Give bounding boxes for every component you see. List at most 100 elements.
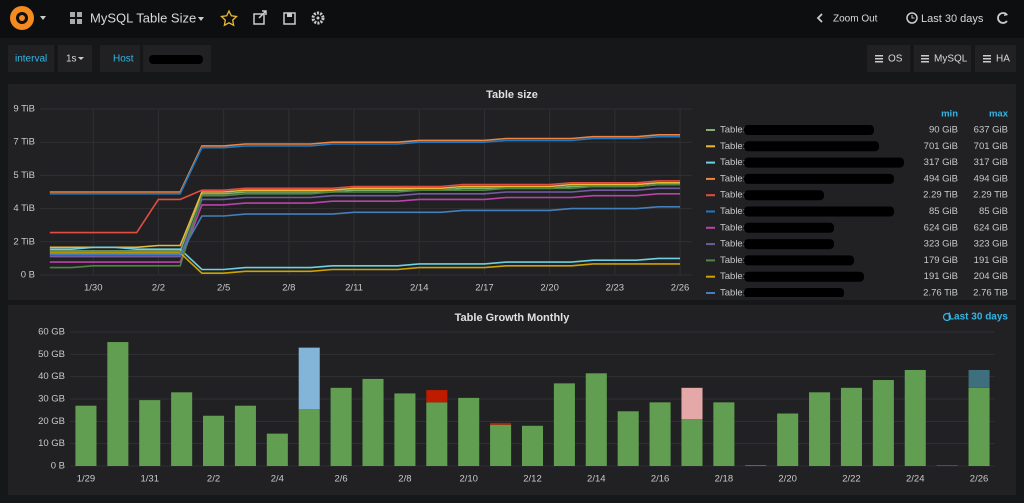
legend-value: 179 GiB bbox=[924, 255, 958, 266]
variable-label: interval bbox=[15, 54, 47, 65]
x-tick-label: 2/23 bbox=[606, 283, 625, 294]
bar-segment bbox=[490, 424, 512, 466]
bar-segment bbox=[107, 342, 129, 466]
legend-header: max bbox=[989, 109, 1009, 120]
star-button[interactable] bbox=[220, 9, 238, 27]
bar-segment bbox=[234, 405, 256, 466]
y-tick-label: 10 GB bbox=[38, 438, 65, 449]
bar-segment bbox=[203, 415, 225, 466]
x-tick-label: 2/20 bbox=[540, 283, 559, 294]
bar-segment bbox=[585, 373, 607, 466]
legend-label: Table: bbox=[720, 206, 745, 217]
bar-segment bbox=[298, 347, 320, 410]
y-tick-label: 0 B bbox=[51, 461, 65, 472]
legend-label: Table: bbox=[720, 239, 745, 250]
link-label[interactable]: MySQL bbox=[934, 54, 968, 65]
save-button[interactable] bbox=[283, 12, 296, 25]
settings-button[interactable] bbox=[311, 11, 325, 25]
bar-segment bbox=[139, 400, 161, 466]
legend-swatch bbox=[706, 259, 715, 262]
dashboard-title[interactable]: MySQL Table Size bbox=[90, 10, 196, 25]
x-tick-label: 2/14 bbox=[410, 283, 429, 294]
redaction bbox=[744, 190, 824, 201]
legend-swatch bbox=[706, 161, 715, 164]
variable-label: Host bbox=[113, 54, 134, 65]
bar-segment bbox=[904, 369, 926, 466]
redaction bbox=[744, 157, 904, 168]
link-label[interactable]: OS bbox=[888, 54, 903, 65]
x-tick-label: 2/26 bbox=[671, 283, 690, 294]
legend-value: 191 GiB bbox=[974, 255, 1008, 266]
zoom-out-icon[interactable] bbox=[816, 13, 823, 23]
link-button[interactable] bbox=[975, 45, 1016, 72]
x-tick-label: 2/22 bbox=[842, 474, 861, 485]
dashboard-icon[interactable] bbox=[70, 12, 82, 24]
legend-swatch bbox=[706, 129, 715, 131]
x-tick-label: 2/16 bbox=[651, 474, 670, 485]
x-tick-label: 2/8 bbox=[398, 474, 411, 485]
x-tick-label: 2/4 bbox=[271, 474, 284, 485]
link-label[interactable]: HA bbox=[996, 54, 1010, 65]
legend-value: 317 GiB bbox=[974, 157, 1008, 168]
series-line bbox=[49, 134, 680, 193]
legend-value: 191 GiB bbox=[924, 271, 958, 282]
legend-swatch bbox=[706, 226, 715, 229]
legend-value: 2.76 TiB bbox=[973, 288, 1008, 299]
y-tick-label: 20 GB bbox=[38, 416, 65, 427]
variable-value[interactable]: 1s bbox=[66, 54, 77, 65]
y-tick-label: 50 GB bbox=[38, 349, 65, 360]
x-tick-label: 2/12 bbox=[523, 474, 542, 485]
legend-value: 323 GiB bbox=[974, 239, 1008, 250]
legend-label: Table: bbox=[720, 222, 745, 233]
time-picker[interactable]: Last 30 days bbox=[921, 13, 984, 25]
bar-segment bbox=[809, 392, 831, 466]
legend-swatch bbox=[706, 177, 715, 180]
legend-value: 90 GiB bbox=[929, 125, 958, 136]
bar-segment bbox=[968, 369, 990, 388]
title-caret[interactable] bbox=[198, 17, 204, 21]
redaction bbox=[744, 271, 864, 282]
legend-label: Table: bbox=[720, 125, 745, 136]
time-picker-icon[interactable] bbox=[906, 12, 918, 24]
legend-value: 204 GiB bbox=[974, 271, 1008, 282]
legend-value: 701 GiB bbox=[974, 141, 1008, 152]
series-line bbox=[49, 135, 680, 195]
y-tick-label: 40 GB bbox=[38, 371, 65, 382]
x-tick-label: 2/18 bbox=[715, 474, 734, 485]
bar-segment bbox=[171, 392, 193, 466]
redaction bbox=[149, 55, 203, 64]
redaction bbox=[744, 141, 879, 152]
panel-title[interactable]: Table Growth Monthly bbox=[455, 312, 571, 324]
grafana-logo[interactable] bbox=[10, 6, 46, 30]
zoom-out-button[interactable]: Zoom Out bbox=[833, 14, 878, 25]
series-line bbox=[49, 180, 680, 234]
legend-value: 701 GiB bbox=[924, 141, 958, 152]
redaction bbox=[744, 239, 834, 250]
refresh-button[interactable] bbox=[997, 12, 1008, 24]
variable-label-box bbox=[100, 45, 140, 72]
bar-segment bbox=[458, 397, 480, 466]
panel-title[interactable]: Table size bbox=[486, 89, 538, 101]
x-tick-label: 2/14 bbox=[587, 474, 606, 485]
link-button[interactable] bbox=[867, 45, 910, 72]
bar-segment bbox=[745, 465, 767, 466]
bar-segment bbox=[713, 402, 735, 466]
legend-label: Table: bbox=[720, 190, 745, 201]
redaction bbox=[744, 222, 834, 233]
panel-time-icon bbox=[942, 312, 952, 322]
bar-segment bbox=[840, 387, 862, 466]
dropdown-caret[interactable] bbox=[78, 57, 84, 60]
legend-swatch bbox=[706, 243, 715, 246]
variable-dropdown[interactable] bbox=[58, 45, 92, 72]
share-button[interactable] bbox=[253, 10, 267, 25]
redaction bbox=[744, 173, 894, 184]
x-tick-label: 2/2 bbox=[207, 474, 220, 485]
legend-value: 624 GiB bbox=[924, 222, 958, 233]
panel-time-range: Last 30 days bbox=[948, 312, 1008, 323]
x-tick-label: 2/20 bbox=[778, 474, 797, 485]
y-tick-label: 2 TiB bbox=[13, 236, 35, 247]
redaction bbox=[744, 255, 854, 266]
bar-segment bbox=[777, 413, 799, 466]
